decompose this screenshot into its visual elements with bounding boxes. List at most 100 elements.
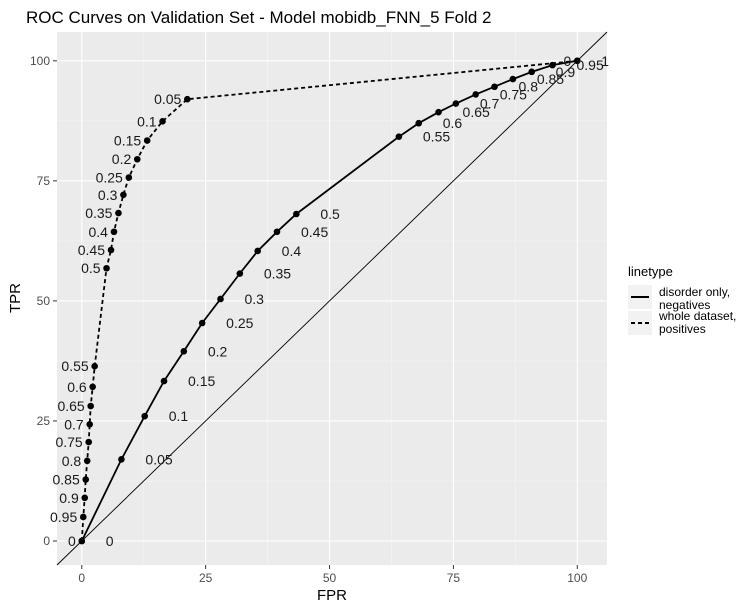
point-label: 0 <box>68 533 76 549</box>
point-label: 0.25 <box>96 169 123 185</box>
point-label: 0.75 <box>500 86 527 102</box>
data-point <box>85 438 93 446</box>
point-label: 0.9 <box>59 490 79 506</box>
point-label: 0.5 <box>81 260 101 276</box>
data-point <box>83 457 91 465</box>
data-point <box>509 75 517 83</box>
data-point <box>81 494 89 502</box>
point-label: 0.25 <box>226 315 253 331</box>
data-point <box>293 210 300 218</box>
point-label: 0.65 <box>57 398 84 414</box>
data-point <box>110 228 118 236</box>
data-point <box>103 264 110 272</box>
grid-major <box>57 32 607 565</box>
data-point <box>107 246 115 254</box>
data-point <box>435 108 442 116</box>
data-point <box>118 456 125 463</box>
y-axis: 0 25 50 75 100 <box>30 54 57 548</box>
point-label: 0.45 <box>78 242 105 258</box>
data-point <box>472 91 479 98</box>
data-point <box>125 174 133 181</box>
point-label: 0.55 <box>61 358 88 374</box>
point-label: 0.85 <box>52 472 79 488</box>
y-tick-label: 50 <box>37 294 51 308</box>
point-label: 0.15 <box>188 373 215 389</box>
point-label: 0.4 <box>282 243 302 259</box>
point-label: 1 <box>601 53 609 69</box>
point-label: 0.9 <box>556 64 576 80</box>
data-point <box>217 295 224 303</box>
data-point <box>184 95 191 103</box>
legend-label-solid-line2: negatives <box>659 298 710 312</box>
point-label: 0.05 <box>154 91 181 107</box>
data-point <box>141 412 149 420</box>
y-tick-label: 100 <box>30 54 50 68</box>
x-tick-label: 25 <box>199 571 213 585</box>
point-label: 0.05 <box>145 451 172 467</box>
point-label: 0.8 <box>62 453 82 469</box>
diagonal-layer <box>56 31 608 566</box>
point-label: 0.4 <box>89 224 109 240</box>
data-point <box>415 119 423 127</box>
data-point <box>160 377 168 385</box>
data-point <box>133 155 141 163</box>
point-label: 0.2 <box>112 151 132 167</box>
data-point <box>573 57 581 65</box>
data-point <box>159 118 166 125</box>
x-tick-label: 50 <box>323 571 337 585</box>
data-point <box>86 421 94 428</box>
data-point <box>198 319 206 327</box>
data-point <box>528 68 535 76</box>
point-label: 0.55 <box>423 129 450 145</box>
point-label: 0.3 <box>245 291 265 307</box>
grid-minor <box>57 32 607 565</box>
point-label: 0.3 <box>98 187 118 203</box>
point-label-layer: 0 0.05 0.1 0.15 0.2 0.25 0.3 0.35 0.4 0.45 0.5 0.55… <box>50 53 609 549</box>
data-point <box>254 247 261 255</box>
point-label: 0.95 <box>576 57 603 73</box>
point-label: 0.65 <box>463 104 490 120</box>
data-point <box>120 191 127 199</box>
x-tick-label: 75 <box>447 571 461 585</box>
data-point <box>452 100 460 107</box>
x-axis-title: FPR <box>317 587 347 604</box>
data-point <box>78 537 86 545</box>
point-label: 0.35 <box>264 266 291 282</box>
point-label: 0.1 <box>137 113 157 129</box>
data-point <box>236 270 244 277</box>
x-tick-label: 0 <box>78 571 85 585</box>
data-point <box>87 402 94 410</box>
chart-title: ROC Curves on Validation Set - Model mob… <box>26 8 492 27</box>
point-label: 0.8 <box>519 79 539 95</box>
legend: linetype disorder only, negatives whole … <box>628 264 736 336</box>
diagonal-reference-line <box>56 31 608 566</box>
y-axis-title: TPR <box>7 283 24 313</box>
y-tick-label: 25 <box>37 414 51 428</box>
point-label: 0.85 <box>537 71 564 87</box>
data-point <box>89 383 96 391</box>
x-axis: 0 25 50 75 100 <box>78 565 588 585</box>
point-label: 0.7 <box>64 416 84 432</box>
data-point <box>91 362 98 370</box>
point-label: 0.45 <box>301 224 328 240</box>
data-point <box>180 348 188 355</box>
legend-label-solid-line1: disorder only, <box>659 285 730 299</box>
point-label: 0.75 <box>55 434 82 450</box>
data-point <box>491 83 498 91</box>
point-label: 0 <box>106 533 114 549</box>
y-tick-label: 75 <box>37 174 51 188</box>
data-point <box>273 228 281 236</box>
point-label: 0.2 <box>208 343 228 359</box>
point-label: 0.6 <box>443 115 463 131</box>
data-point <box>79 513 87 521</box>
point-label: 0.95 <box>50 509 77 525</box>
point-label: 0.35 <box>85 205 112 221</box>
series-layer <box>78 57 581 545</box>
y-tick-label: 0 <box>43 534 50 548</box>
data-point <box>143 137 151 144</box>
legend-label-dashed-line2: positives <box>659 322 706 336</box>
legend-label-dashed-line1: whole dataset, <box>658 309 736 323</box>
data-point <box>395 133 403 140</box>
x-tick-label: 100 <box>567 571 587 585</box>
